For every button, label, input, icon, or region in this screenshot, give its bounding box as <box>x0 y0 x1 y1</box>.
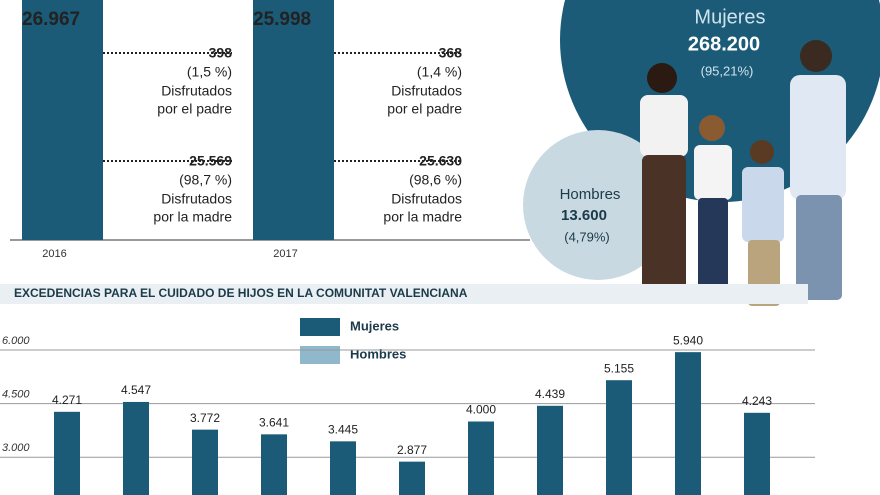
value-label: 368 <box>439 45 463 61</box>
total-label: 26.967 <box>22 9 80 30</box>
bar <box>399 461 425 495</box>
circle-name: Mujeres <box>694 6 765 28</box>
circle-value: 13.600 <box>561 207 607 224</box>
y-tick-label: 3.000 <box>2 442 30 454</box>
series-label: Disfrutados <box>161 83 232 99</box>
value-label: 5.940 <box>673 333 703 347</box>
circle <box>523 130 673 280</box>
category-label: 2017 <box>273 248 297 260</box>
circle-percent: (4,79%) <box>564 229 610 244</box>
bar <box>123 401 149 495</box>
series-label: por la madre <box>153 209 232 225</box>
series-label: Disfrutados <box>391 83 462 99</box>
value-label: 3.772 <box>190 411 220 425</box>
bar <box>330 441 356 495</box>
percent-label: (1,4 %) <box>417 64 462 80</box>
value-label: 5.155 <box>604 361 634 375</box>
value-label: 25.569 <box>189 153 232 169</box>
circle-percent: (95,21%) <box>701 63 754 78</box>
value-label: 4.547 <box>121 383 151 397</box>
value-label: 3.641 <box>259 416 289 430</box>
value-label: 4.271 <box>52 393 82 407</box>
series-label: por el padre <box>157 101 232 117</box>
bar-segment <box>253 0 334 240</box>
legend-label: Hombres <box>350 346 406 361</box>
legend-swatch <box>300 318 340 336</box>
value-label: 4.243 <box>742 394 772 408</box>
value-label: 2.877 <box>397 443 427 457</box>
bar <box>744 412 770 495</box>
total-label: 25.998 <box>253 9 311 30</box>
value-label: 3.445 <box>328 423 358 437</box>
circle-value: 268.200 <box>688 33 760 55</box>
circle-name: Hombres <box>560 186 621 203</box>
bar <box>537 405 563 495</box>
series-label: Disfrutados <box>161 191 232 207</box>
percent-label: (98,7 %) <box>179 172 232 188</box>
value-label: 25.630 <box>419 153 462 169</box>
chart-title: EXCEDENCIAS PARA EL CUIDADO DE HIJOS EN … <box>14 286 468 300</box>
bar <box>192 429 218 495</box>
series-label: Disfrutados <box>391 191 462 207</box>
bar-segment <box>22 0 103 240</box>
percent-label: (98,6 %) <box>409 172 462 188</box>
legend-swatch <box>300 346 340 364</box>
y-tick-label: 4.500 <box>2 389 30 401</box>
category-label: 2016 <box>42 248 66 260</box>
y-tick-label: 6.000 <box>2 335 30 347</box>
percent-label: (1,5 %) <box>187 64 232 80</box>
title-band <box>0 284 808 304</box>
bar <box>468 421 494 495</box>
series-label: por la madre <box>383 209 462 225</box>
bar <box>675 352 701 495</box>
bar <box>606 380 632 495</box>
legend-label: Mujeres <box>350 318 399 333</box>
value-label: 398 <box>209 45 233 61</box>
value-label: 4.439 <box>535 387 565 401</box>
series-label: por el padre <box>387 101 462 117</box>
bar <box>54 411 80 495</box>
bar <box>261 434 287 495</box>
value-label: 4.000 <box>466 403 496 417</box>
